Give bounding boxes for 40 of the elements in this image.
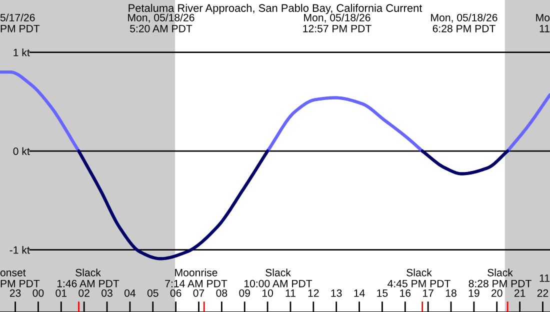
x-tick-label: 17	[423, 289, 434, 297]
x-tick-label: 23	[10, 289, 21, 297]
annotation: Slack 10:00 AM PDT	[244, 268, 312, 288]
annotation: Slack 8:28 PM PDT	[468, 268, 532, 288]
annotation: Slack 4:45 PM PDT	[388, 268, 450, 288]
x-tick-label: 12	[308, 289, 319, 297]
annotation: Mon, 05/18/26 5:20 AM PDT	[128, 14, 194, 32]
annotation: Mon, 05/18/26 6:28 PM PDT	[431, 14, 498, 32]
annotation: Mo 11	[536, 14, 550, 32]
x-tick-label: 03	[102, 289, 112, 297]
x-tick-label: 04	[124, 289, 136, 297]
y-tick-label: 1 kt	[14, 48, 30, 56]
y-tick-label: 0 kt	[13, 147, 30, 155]
x-tick-label: 20	[492, 289, 502, 297]
annotation: Mon, 05/18/26 12:57 PM PDT	[303, 14, 372, 32]
annotation: 11	[540, 274, 550, 282]
x-tick-label: 19	[468, 289, 480, 297]
x-tick-label: 11	[286, 289, 296, 297]
x-tick-label: 14	[354, 289, 365, 297]
x-tick-label: 16	[400, 289, 411, 297]
x-tick-label: 13	[331, 289, 342, 297]
x-tick-label: 07	[193, 289, 204, 297]
x-tick-label: 09	[239, 289, 250, 297]
x-tick-label: 10	[262, 289, 274, 297]
x-tick-label: 08	[216, 289, 228, 297]
x-tick-label: 15	[377, 289, 388, 297]
x-tick-label: 05	[147, 289, 158, 297]
x-tick-label: 00	[32, 289, 44, 297]
y-tick-label: -1 kt	[10, 246, 30, 254]
x-tick-label: 18	[446, 289, 456, 297]
annotation: onset PM PDT	[0, 269, 40, 288]
x-tick-label: 21	[514, 289, 526, 297]
annotation: Slack 1:46 AM PDT	[57, 268, 120, 288]
annotation: 5/17/26 PM PDT	[0, 14, 40, 32]
annotation: Moonrise 7:14 AM PDT	[165, 268, 228, 288]
chart-title: Petaluma River Approach, San Pablo Bay, California Current	[128, 4, 422, 14]
x-tick-label: 06	[170, 289, 182, 297]
x-tick-label: 01	[56, 289, 67, 297]
x-tick-label: 02	[78, 289, 90, 297]
x-tick-label: 22	[537, 289, 548, 297]
